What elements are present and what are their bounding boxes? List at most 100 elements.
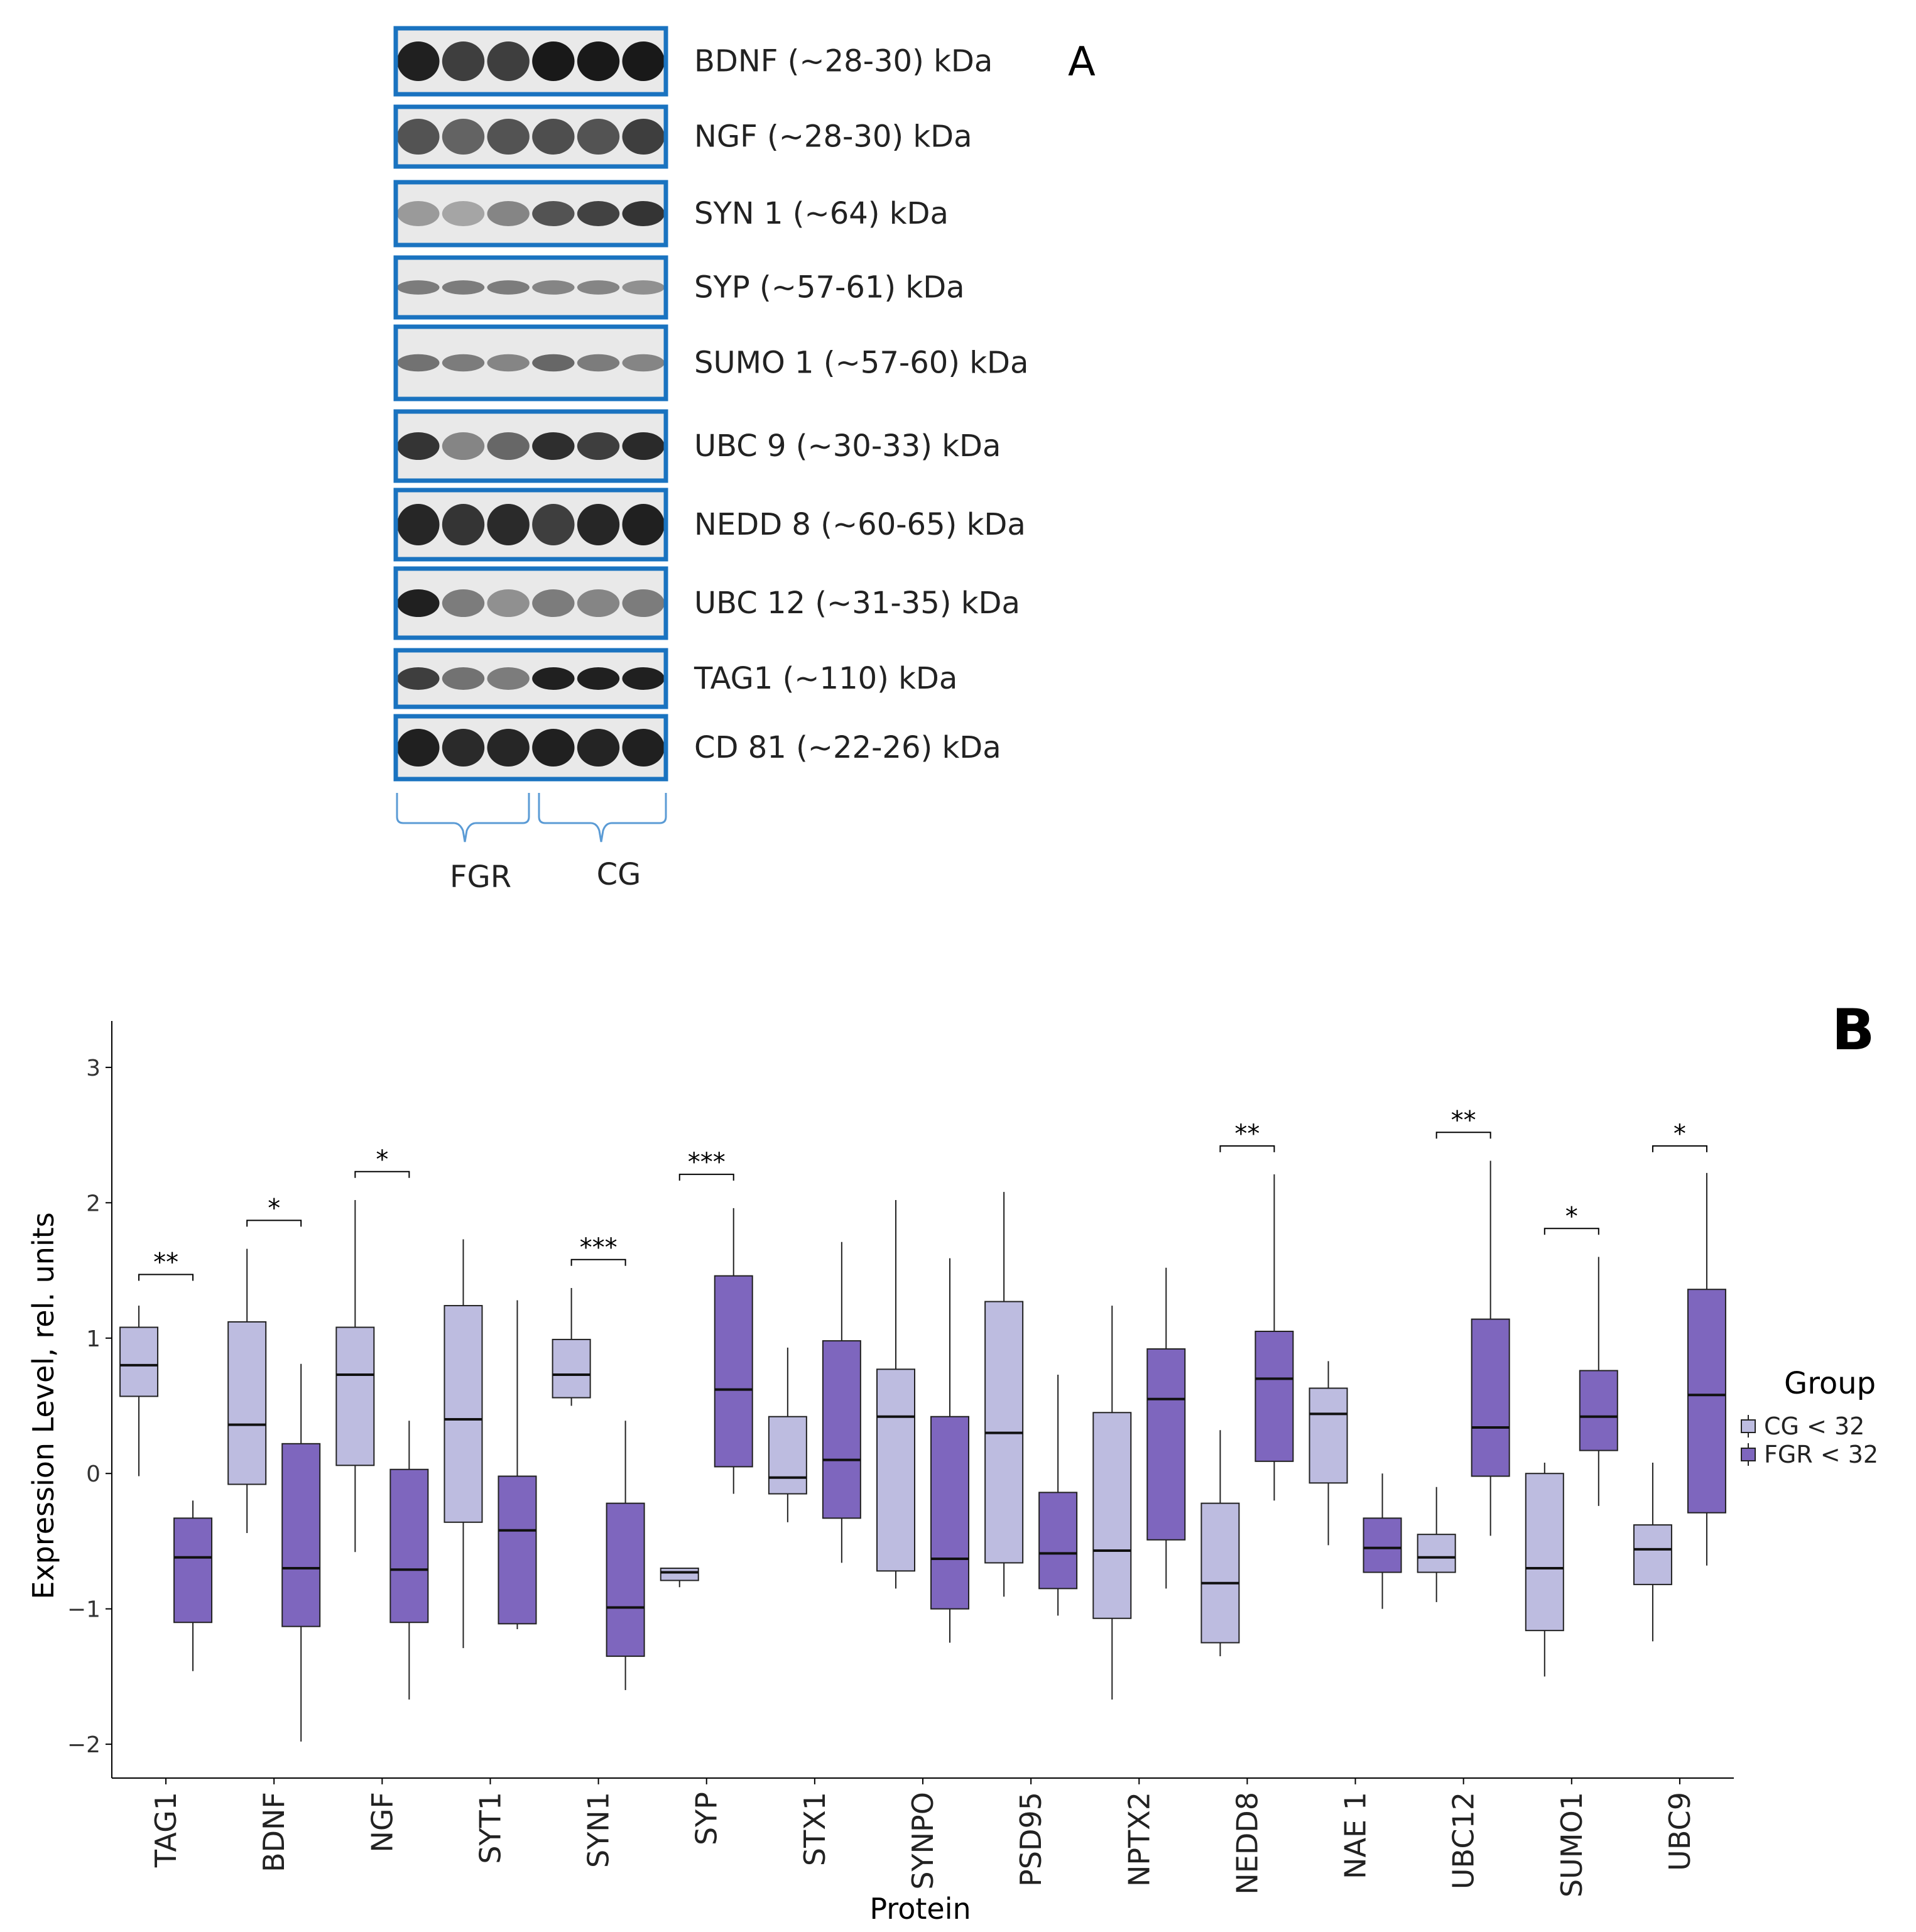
blot-label: BDNF (~28-30) kDa [694, 44, 993, 79]
panel-a-letter: A [1068, 39, 1096, 85]
box-cg [1417, 1487, 1456, 1602]
blot-label: SYN 1 (~64) kDa [694, 196, 949, 231]
blot-band [532, 589, 575, 617]
box-cg [227, 1248, 267, 1534]
blot-band [622, 589, 665, 617]
box-fgr [1687, 1172, 1726, 1566]
box-body [119, 1326, 159, 1397]
blot-band [397, 729, 440, 767]
blot-frame [393, 714, 668, 782]
blot-band [577, 589, 620, 617]
box-body [552, 1338, 591, 1399]
box-fgr [606, 1421, 645, 1690]
x-tick-label: PSD95 [1014, 1792, 1048, 1887]
blot-band [442, 354, 485, 372]
blot-band [397, 504, 440, 545]
box-fgr [389, 1421, 429, 1700]
blot-frame [393, 255, 668, 320]
cg-group-brace [538, 793, 667, 843]
box-cg [1633, 1462, 1672, 1642]
y-tick-label: 3 [86, 1056, 101, 1081]
blot-band [442, 201, 485, 226]
blot-band [397, 41, 440, 81]
significance-label: *** [580, 1233, 618, 1262]
box-body [1579, 1370, 1618, 1451]
significance-label: * [1674, 1120, 1686, 1149]
boxplot-panel: B −2 −1 0 1 2 3 TAG1 BDNF NGF SYT1 SYN1 SYP STX1 SYNP… [0, 930, 1916, 1929]
blot-band [532, 667, 575, 690]
expression-boxplot: B −2 −1 0 1 2 3 TAG1 BDNF NGF SYT1 SYN1 SYP STX1 SYNP… [26, 997, 1878, 1926]
significance-bracket [138, 1274, 194, 1281]
blot-background [396, 258, 666, 317]
blot-background [396, 490, 666, 559]
x-tick-label: NEDD8 [1230, 1792, 1264, 1895]
box-body [1146, 1348, 1186, 1541]
blot-band [487, 354, 530, 372]
blot-band [577, 729, 620, 767]
blot-band [622, 667, 665, 690]
box-body [768, 1416, 807, 1495]
significance-bracket [354, 1171, 410, 1178]
x-tick-label: SUMO1 [1555, 1792, 1589, 1897]
box-body [389, 1468, 429, 1624]
western-blot-figure: A BDNF (~28-30) kDa NGF (~28-30) kDa SYN 1… [393, 26, 1096, 895]
box-body [1417, 1534, 1456, 1573]
box-body [1200, 1502, 1240, 1644]
significance-label: ** [153, 1248, 178, 1277]
blot-frame [393, 566, 668, 640]
blot-row: NGF (~28-30) kDa [393, 104, 972, 169]
blot-label: NGF (~28-30) kDa [694, 119, 972, 155]
significance-bracket [1543, 1228, 1599, 1235]
box-body [930, 1416, 969, 1610]
significance-marker: * [354, 1145, 410, 1178]
blot-band [487, 504, 530, 545]
box-cg [1309, 1361, 1348, 1546]
blot-label: UBC 9 (~30-33) kDa [694, 428, 1001, 464]
blot-band [442, 667, 485, 690]
blot-row: NEDD 8 (~60-65) kDa [393, 488, 1026, 562]
x-tick-label: TAG1 [149, 1792, 183, 1868]
significance-marker: *** [678, 1148, 734, 1181]
blot-band [532, 354, 575, 372]
box-fgr [822, 1242, 861, 1563]
blot-background [396, 716, 666, 779]
blot-band [487, 119, 530, 155]
significance-marker: ** [138, 1248, 194, 1281]
box-body [173, 1517, 213, 1624]
box-cg [335, 1200, 375, 1553]
box-body [1309, 1387, 1348, 1484]
x-tick-label: BDNF [257, 1792, 291, 1872]
box-body [1255, 1331, 1294, 1462]
box-fgr [1038, 1374, 1078, 1616]
x-axis-label: Protein [869, 1892, 971, 1926]
box-cg [1092, 1306, 1132, 1700]
box-fgr [1471, 1160, 1510, 1536]
blot-frame [393, 180, 668, 248]
blot-band [532, 41, 575, 81]
blot-band [622, 41, 665, 81]
blot-label: SUMO 1 (~57-60) kDa [694, 346, 1028, 381]
legend-entry: CG < 32 [1741, 1412, 1864, 1440]
blot-band [487, 589, 530, 617]
blot-row: UBC 12 (~31-35) kDa [393, 566, 1020, 640]
significance-bracket [1435, 1132, 1491, 1139]
legend-swatch [1741, 1419, 1756, 1433]
blot-label: SYP (~57-61) kDa [694, 270, 965, 305]
box-body [606, 1502, 645, 1657]
blot-band [532, 432, 575, 460]
blot-band [622, 280, 665, 295]
blot-row: SUMO 1 (~57-60) kDa [393, 324, 1028, 401]
blot-band [487, 667, 530, 690]
blot-label: TAG1 (~110) kDa [694, 661, 957, 696]
y-tick-label: −1 [67, 1597, 101, 1623]
x-tick-label: UBC12 [1447, 1792, 1481, 1889]
cg-group-label: CG [597, 857, 641, 892]
significance-bracket [246, 1220, 302, 1227]
significance-label: ** [1451, 1106, 1476, 1135]
box-fgr [281, 1363, 321, 1742]
blot-frame [393, 324, 668, 401]
blot-band [622, 729, 665, 767]
blot-frame [393, 648, 668, 709]
y-tick-label: −2 [67, 1732, 101, 1758]
